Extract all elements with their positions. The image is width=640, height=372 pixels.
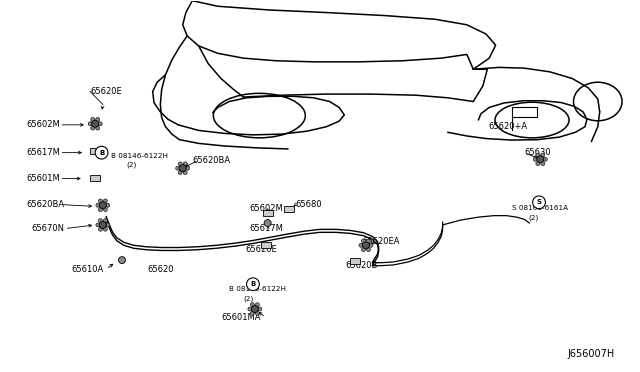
Text: 65610A: 65610A: [71, 265, 103, 274]
Circle shape: [176, 166, 180, 170]
Text: 65620E: 65620E: [90, 87, 122, 96]
Circle shape: [104, 208, 108, 212]
Circle shape: [106, 203, 110, 207]
Text: S: S: [536, 199, 541, 205]
Text: 65670N: 65670N: [31, 224, 65, 233]
Circle shape: [96, 203, 100, 207]
Text: S 08168-6161A: S 08168-6161A: [511, 205, 568, 211]
Circle shape: [264, 219, 271, 227]
Circle shape: [95, 146, 108, 159]
Text: B 08146-6122H: B 08146-6122H: [111, 153, 168, 158]
Circle shape: [96, 223, 100, 227]
Text: 65620BA: 65620BA: [192, 155, 230, 164]
Circle shape: [536, 153, 540, 157]
Bar: [262, 210, 273, 216]
Circle shape: [96, 118, 100, 121]
Text: 65617M: 65617M: [250, 224, 284, 233]
Circle shape: [91, 126, 95, 130]
Circle shape: [367, 239, 371, 243]
Circle shape: [99, 227, 102, 231]
Text: J656007H: J656007H: [568, 349, 615, 359]
Circle shape: [186, 166, 189, 170]
Text: 65620: 65620: [148, 265, 174, 274]
Circle shape: [367, 248, 371, 251]
Text: B: B: [250, 281, 255, 287]
Circle shape: [250, 311, 254, 315]
Circle shape: [104, 227, 108, 231]
Text: (2): (2): [127, 161, 137, 168]
Circle shape: [88, 122, 92, 126]
Circle shape: [541, 153, 545, 157]
Circle shape: [255, 311, 259, 315]
Circle shape: [178, 162, 182, 166]
Circle shape: [537, 199, 544, 206]
Circle shape: [537, 156, 544, 163]
Circle shape: [250, 303, 254, 307]
Circle shape: [183, 162, 187, 166]
Circle shape: [99, 208, 102, 212]
Text: 65680: 65680: [296, 200, 323, 209]
Text: 65620EA: 65620EA: [362, 237, 399, 246]
Circle shape: [246, 278, 259, 291]
Circle shape: [104, 199, 108, 203]
Circle shape: [362, 239, 365, 243]
Circle shape: [369, 243, 373, 247]
Circle shape: [536, 162, 540, 166]
Circle shape: [96, 126, 100, 130]
Bar: [90, 148, 100, 154]
Circle shape: [99, 219, 102, 222]
Circle shape: [362, 242, 369, 249]
Circle shape: [104, 219, 108, 222]
Circle shape: [541, 162, 545, 166]
Circle shape: [543, 157, 547, 161]
Circle shape: [91, 118, 95, 121]
Text: (2): (2): [528, 214, 538, 221]
Circle shape: [532, 196, 545, 209]
Circle shape: [248, 307, 252, 311]
Circle shape: [179, 165, 186, 172]
Circle shape: [533, 157, 538, 161]
Circle shape: [99, 199, 102, 203]
Text: 65617M: 65617M: [26, 148, 60, 157]
Text: 65620E: 65620E: [245, 244, 277, 253]
Circle shape: [98, 122, 102, 126]
Text: 65630: 65630: [524, 148, 551, 157]
Circle shape: [359, 243, 363, 247]
Circle shape: [183, 170, 187, 174]
Text: 65620B: 65620B: [346, 261, 378, 270]
Circle shape: [255, 303, 259, 307]
Bar: [511, 107, 537, 118]
Circle shape: [92, 120, 99, 127]
Text: 65602M: 65602M: [250, 204, 284, 213]
Circle shape: [362, 248, 365, 251]
Text: 65620+A: 65620+A: [488, 122, 527, 131]
Text: 65601MA: 65601MA: [221, 313, 260, 322]
Text: (2): (2): [243, 295, 253, 302]
Text: B 08146-6122H: B 08146-6122H: [229, 286, 286, 292]
Circle shape: [106, 223, 110, 227]
Bar: [90, 175, 100, 181]
Text: 65601M: 65601M: [26, 174, 60, 183]
Bar: [260, 241, 271, 247]
Text: B: B: [99, 150, 104, 155]
Circle shape: [99, 221, 106, 228]
Bar: [284, 206, 294, 212]
Circle shape: [258, 307, 262, 311]
Circle shape: [178, 170, 182, 174]
Circle shape: [252, 305, 259, 312]
Circle shape: [118, 257, 125, 264]
Circle shape: [99, 202, 106, 209]
Text: 65602M: 65602M: [26, 121, 60, 129]
Bar: [350, 258, 360, 264]
Text: 65620BA: 65620BA: [26, 200, 65, 209]
